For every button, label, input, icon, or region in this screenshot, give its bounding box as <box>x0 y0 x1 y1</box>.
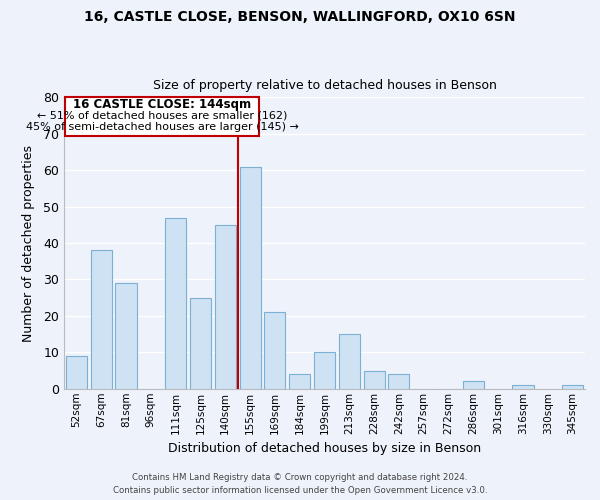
Text: 16 CASTLE CLOSE: 144sqm: 16 CASTLE CLOSE: 144sqm <box>73 98 251 111</box>
Bar <box>562 385 583 389</box>
Title: Size of property relative to detached houses in Benson: Size of property relative to detached ho… <box>152 79 496 92</box>
Bar <box>190 298 211 389</box>
Bar <box>215 225 236 389</box>
Text: 16, CASTLE CLOSE, BENSON, WALLINGFORD, OX10 6SN: 16, CASTLE CLOSE, BENSON, WALLINGFORD, O… <box>84 10 516 24</box>
Bar <box>364 370 385 389</box>
Bar <box>66 356 87 389</box>
Text: 45% of semi-detached houses are larger (145) →: 45% of semi-detached houses are larger (… <box>26 122 298 132</box>
Bar <box>239 166 260 389</box>
Bar <box>388 374 409 389</box>
Bar <box>91 250 112 389</box>
Bar <box>463 382 484 389</box>
Bar <box>314 352 335 389</box>
X-axis label: Distribution of detached houses by size in Benson: Distribution of detached houses by size … <box>168 442 481 455</box>
Text: Contains HM Land Registry data © Crown copyright and database right 2024.
Contai: Contains HM Land Registry data © Crown c… <box>113 474 487 495</box>
Bar <box>339 334 360 389</box>
Bar <box>289 374 310 389</box>
Bar <box>115 283 137 389</box>
Bar <box>265 312 286 389</box>
Bar <box>165 218 186 389</box>
Text: ← 51% of detached houses are smaller (162): ← 51% of detached houses are smaller (16… <box>37 110 287 120</box>
Y-axis label: Number of detached properties: Number of detached properties <box>22 144 35 342</box>
FancyBboxPatch shape <box>65 98 259 136</box>
Bar <box>512 385 533 389</box>
